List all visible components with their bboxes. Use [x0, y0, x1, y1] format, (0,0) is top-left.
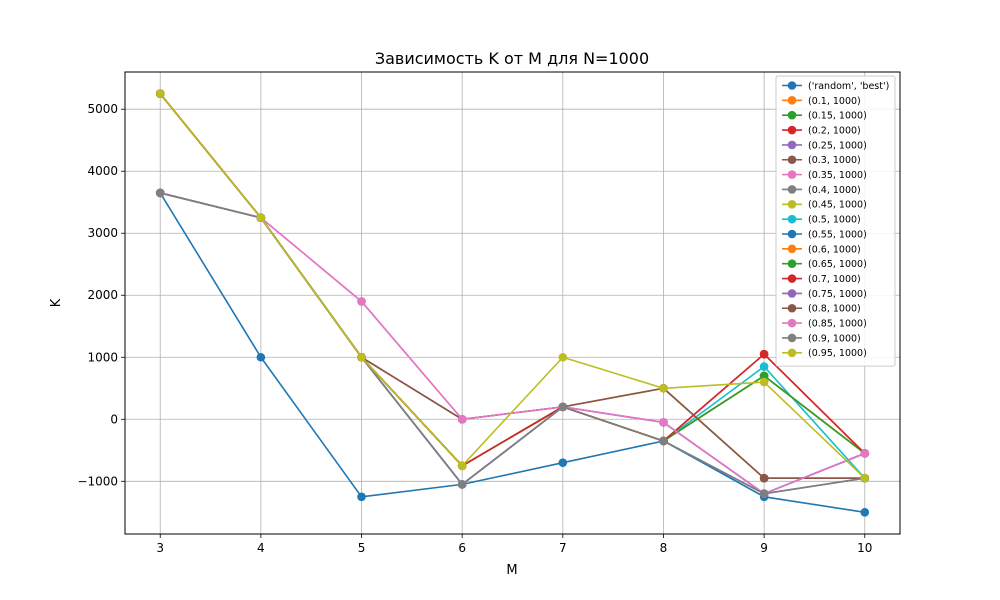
- legend-swatch-marker: [787, 229, 797, 239]
- legend-swatch-marker: [787, 333, 797, 343]
- data-point: [357, 492, 366, 502]
- legend-label: (0.9, 1000): [808, 333, 861, 344]
- x-axis-label: M: [506, 563, 517, 578]
- data-point: [357, 297, 366, 306]
- x-tick-label: 9: [760, 541, 768, 555]
- data-point: [860, 473, 870, 483]
- data-point: [155, 89, 165, 99]
- y-tick-label: −1000: [77, 474, 118, 488]
- legend-label: (0.15, 1000): [808, 111, 867, 122]
- legend-label: (0.25, 1000): [808, 140, 867, 151]
- x-tick-label: 5: [358, 541, 366, 555]
- legend-label: (0.5, 1000): [808, 215, 861, 226]
- data-point: [659, 418, 668, 427]
- legend-label: (0.3, 1000): [808, 155, 861, 166]
- data-point: [759, 489, 769, 498]
- y-tick-label: 1000: [87, 350, 118, 364]
- data-point: [759, 377, 769, 387]
- legend-label: (0.35, 1000): [808, 170, 867, 181]
- legend-swatch-marker: [787, 125, 797, 135]
- data-point: [155, 188, 165, 198]
- legend-swatch-marker: [787, 289, 797, 298]
- data-point: [256, 213, 266, 223]
- x-tick-label: 7: [559, 541, 567, 555]
- y-axis-label: K: [49, 298, 64, 307]
- y-tick-label: 0: [110, 412, 118, 426]
- legend: ('random', 'best') (0.1, 1000) (0.15, 1000…: [775, 75, 896, 367]
- legend-box: [775, 75, 896, 367]
- data-point: [759, 362, 769, 371]
- legend-label: (0.1, 1000): [808, 96, 861, 107]
- x-tick-label: 3: [156, 541, 164, 555]
- legend-swatch-marker: [787, 185, 797, 194]
- series-line: [159, 192, 865, 514]
- series-line: [160, 192, 866, 495]
- legend-swatch-marker: [787, 81, 797, 90]
- legend-label: (0.95, 1000): [808, 348, 867, 359]
- chart-title: Зависимость K от M для N=1000: [375, 49, 649, 68]
- data-point: [659, 436, 668, 446]
- legend-label: ('random', 'best'): [808, 81, 889, 92]
- data-point: [759, 349, 769, 359]
- legend-swatch-marker: [787, 214, 797, 224]
- legend-label: (0.55, 1000): [808, 229, 867, 240]
- legend-swatch-marker: [787, 274, 797, 283]
- x-tick-label: 10: [857, 541, 872, 555]
- y-tick-label: 5000: [87, 102, 118, 116]
- data-point: [457, 414, 467, 424]
- legend-label: (0.8, 1000): [808, 304, 861, 315]
- data-point: [759, 473, 769, 483]
- y-tick-label: 3000: [87, 226, 118, 240]
- data-point: [759, 371, 769, 381]
- series-group: [155, 89, 870, 483]
- legend-label: (0.45, 1000): [808, 200, 867, 211]
- x-tick-label: 6: [458, 541, 466, 555]
- legend-swatch-marker: [787, 170, 797, 179]
- data-point: [457, 480, 467, 489]
- data-point: [558, 402, 568, 412]
- legend-swatch-marker: [787, 200, 797, 209]
- series-line: [159, 93, 866, 479]
- legend-swatch-marker: [787, 155, 797, 165]
- x-tick-label: 4: [257, 541, 265, 555]
- plot-frame: [124, 71, 901, 535]
- legend-swatch-marker: [787, 140, 797, 150]
- legend-swatch-marker: [787, 244, 797, 254]
- x-tick-label: 8: [660, 541, 668, 555]
- legend-label: (0.75, 1000): [808, 289, 867, 300]
- data-point: [860, 507, 870, 517]
- y-tick-label: 2000: [87, 288, 118, 302]
- legend-label: (0.85, 1000): [808, 319, 867, 330]
- data-point: [256, 352, 266, 362]
- legend-label: (0.4, 1000): [808, 185, 861, 196]
- legend-swatch-marker: [787, 110, 797, 120]
- legend-swatch-marker: [787, 96, 797, 105]
- legend-swatch-marker: [787, 303, 797, 313]
- data-point: [659, 383, 668, 393]
- series-layer: [155, 89, 870, 517]
- legend-label: (0.6, 1000): [808, 244, 861, 255]
- data-point: [558, 352, 568, 362]
- data-point: [357, 352, 366, 362]
- y-tick-label: 4000: [87, 164, 118, 178]
- legend-swatch-marker: [787, 318, 797, 328]
- legend-swatch-marker: [787, 348, 797, 358]
- legend-swatch-marker: [787, 259, 797, 269]
- legend-label: (0.7, 1000): [808, 274, 861, 285]
- legend-label: (0.2, 1000): [808, 125, 861, 136]
- data-point: [558, 458, 568, 467]
- tick-layer: 3 4 5 6 7 8 9 10 −1000 0 1000 2000 3000 4000 5000: [77, 102, 872, 555]
- data-point: [860, 449, 870, 458]
- legend-label: (0.65, 1000): [808, 259, 867, 270]
- data-point: [457, 461, 467, 471]
